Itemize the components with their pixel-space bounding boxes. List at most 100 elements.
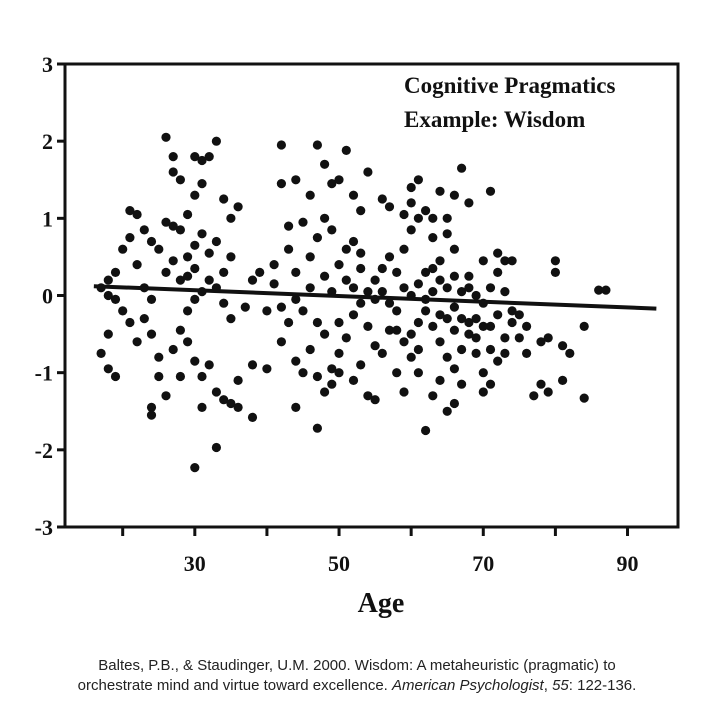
data-point (428, 287, 438, 297)
data-point (550, 267, 561, 277)
data-point (449, 398, 459, 409)
data-point (392, 306, 402, 316)
y-tick-label: 3 (42, 52, 53, 77)
data-point (190, 356, 200, 366)
data-point (312, 140, 322, 150)
data-point (457, 344, 467, 355)
data-point (356, 263, 366, 274)
data-point (211, 387, 221, 397)
data-point (421, 306, 431, 316)
data-point (96, 348, 106, 358)
data-point (493, 267, 503, 277)
data-point (291, 294, 301, 304)
data-point (601, 285, 611, 295)
data-point (197, 371, 207, 382)
data-point (146, 329, 157, 339)
data-point (384, 252, 395, 262)
data-point (103, 329, 113, 339)
data-point (132, 337, 142, 347)
data-point (103, 290, 113, 301)
data-point (348, 236, 359, 247)
data-point (377, 348, 387, 358)
data-point (226, 213, 236, 223)
data-point (399, 387, 409, 397)
data-point (392, 325, 402, 335)
data-point (190, 240, 200, 250)
data-point (500, 287, 510, 297)
data-point (493, 248, 503, 258)
data-point (413, 175, 423, 185)
data-point (464, 198, 474, 208)
data-point (327, 225, 337, 235)
data-point (175, 371, 185, 382)
data-point (103, 275, 113, 285)
data-point (118, 244, 128, 254)
data-point (204, 248, 214, 258)
data-point (175, 225, 185, 235)
data-point (197, 229, 207, 239)
caption-volume: 55 (552, 677, 569, 694)
y-tick-label: -1 (35, 361, 53, 386)
data-point (522, 348, 532, 358)
data-point (175, 275, 185, 285)
data-point (392, 267, 402, 277)
caption-line-2-text: orchestrate mind and virtue toward excel… (77, 677, 392, 694)
data-point (384, 325, 395, 335)
data-point (356, 298, 366, 308)
y-tick-label: -2 (35, 438, 53, 463)
data-point (298, 306, 308, 316)
data-point (449, 244, 459, 254)
data-point (168, 344, 178, 355)
data-point (320, 329, 330, 339)
data-point (449, 271, 459, 281)
caption-line-2: orchestrate mind and virtue toward excel… (0, 676, 714, 696)
data-point (478, 387, 488, 397)
data-point (500, 333, 510, 343)
data-point (421, 425, 431, 436)
data-point (485, 379, 496, 389)
data-point (363, 167, 373, 177)
trend-line (93, 284, 657, 311)
data-point (247, 360, 258, 370)
data-point (312, 423, 322, 433)
data-point (132, 260, 142, 270)
data-point (341, 145, 351, 155)
data-point (507, 256, 517, 266)
data-point (485, 344, 496, 355)
data-point (435, 256, 445, 266)
data-point (284, 317, 294, 328)
data-point (139, 225, 149, 235)
data-point (406, 182, 416, 193)
data-point (204, 152, 214, 162)
data-point (211, 236, 221, 247)
data-point (161, 267, 171, 277)
data-point (442, 283, 452, 293)
data-point (435, 186, 445, 196)
data-point (464, 329, 474, 339)
data-point (543, 333, 553, 343)
data-point (291, 267, 301, 277)
data-point (377, 194, 387, 204)
data-point (305, 344, 315, 355)
data-point (471, 314, 481, 324)
y-tick-label: -3 (35, 515, 53, 540)
data-point (175, 325, 185, 335)
x-tick-label: 50 (328, 551, 350, 576)
data-point (262, 364, 272, 374)
data-point (550, 256, 561, 266)
data-point (428, 233, 438, 243)
data-point (413, 344, 423, 355)
data-point (110, 371, 121, 382)
data-point (507, 317, 517, 328)
data-point (291, 402, 301, 412)
data-point (485, 321, 496, 331)
data-point (211, 136, 221, 146)
data-point (118, 306, 128, 316)
y-tick-label: 0 (42, 284, 53, 309)
scatter-points (96, 132, 611, 473)
data-point (464, 317, 474, 328)
data-point (103, 364, 113, 374)
data-point (110, 267, 121, 277)
data-point (183, 252, 193, 262)
data-point (334, 260, 344, 270)
